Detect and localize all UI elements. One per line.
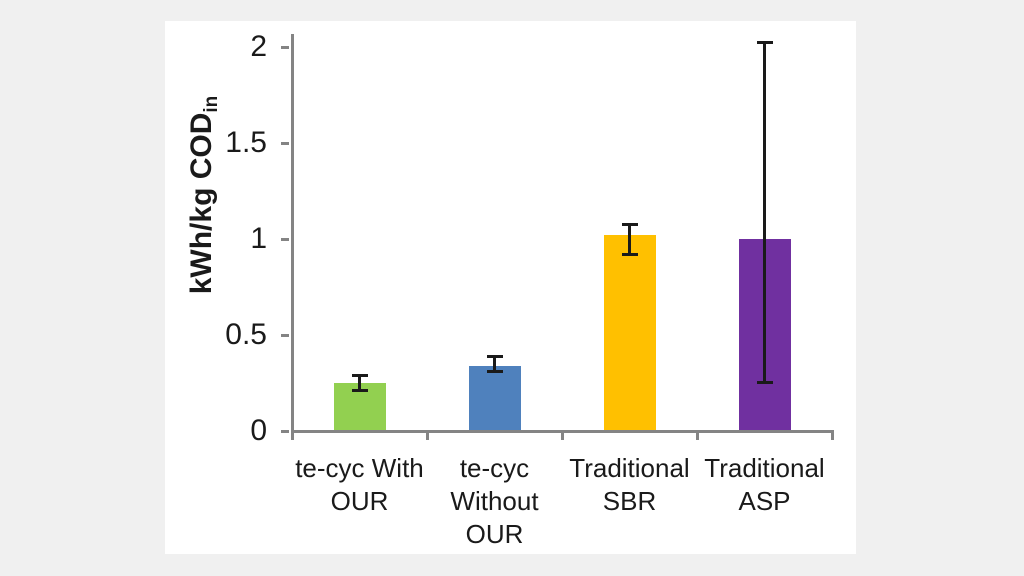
error-bar-line <box>763 41 766 384</box>
chart-panel: kWh/kg CODin te-cyc With OUR te-cyc Without… <box>165 21 856 554</box>
error-bar-line <box>358 375 361 391</box>
y-axis-tick-label: 0.5 <box>225 318 267 352</box>
error-bar-line <box>493 356 496 372</box>
error-bar-cap-top <box>621 222 638 226</box>
error-bar-cap-bottom <box>351 388 368 392</box>
x-axis-tick <box>695 431 699 440</box>
y-axis-tick <box>281 141 289 145</box>
error-bar-line <box>628 223 631 255</box>
y-axis-tick <box>281 333 289 337</box>
x-category-label-te-cyc-without-our: te-cyc Without OUR <box>427 452 562 551</box>
x-axis-tick <box>830 431 834 440</box>
x-category-label-line: Traditional <box>569 453 690 483</box>
x-axis-tick <box>560 431 564 440</box>
error-bar-cap-bottom <box>756 381 773 385</box>
x-category-label-line: Traditional <box>704 453 825 483</box>
y-axis-tick-label: 2 <box>250 30 267 64</box>
x-axis-tick <box>425 431 429 440</box>
x-category-label-line: Without <box>450 486 539 516</box>
plot-area: te-cyc With OUR te-cyc Without OUR Traditiona… <box>165 21 856 554</box>
error-bar-cap-top <box>351 374 368 378</box>
x-category-label-line: te-cyc With <box>295 453 424 483</box>
y-axis-tick-label: 0 <box>250 414 267 447</box>
y-axis-tick-label: 1 <box>250 222 267 256</box>
y-axis-tick <box>281 237 289 241</box>
bar-te-cyc-without-our <box>468 365 521 431</box>
y-axis-tick-label: 1.5 <box>225 126 267 160</box>
x-axis-line <box>290 429 834 433</box>
x-category-label-line: SBR <box>602 486 657 516</box>
error-bar-cap-bottom <box>486 369 503 373</box>
x-category-label-traditional-sbr: Traditional SBR <box>562 452 697 518</box>
error-bar-cap-bottom <box>621 252 638 256</box>
y-axis-line <box>290 34 294 439</box>
error-bar-cap-top <box>756 40 773 44</box>
x-category-label-line: OUR <box>330 486 389 516</box>
error-bar-cap-top <box>486 355 503 359</box>
x-category-label-line: OUR <box>465 519 524 549</box>
y-axis-tick <box>281 45 289 49</box>
x-category-label-te-cyc-with-our: te-cyc With OUR <box>292 452 427 518</box>
x-category-label-traditional-asp: Traditional ASP <box>697 452 832 518</box>
x-category-label-line: te-cyc <box>459 453 530 483</box>
x-category-label-line: ASP <box>738 486 791 516</box>
y-axis-tick <box>281 429 289 433</box>
bar-traditional-sbr <box>603 235 656 431</box>
